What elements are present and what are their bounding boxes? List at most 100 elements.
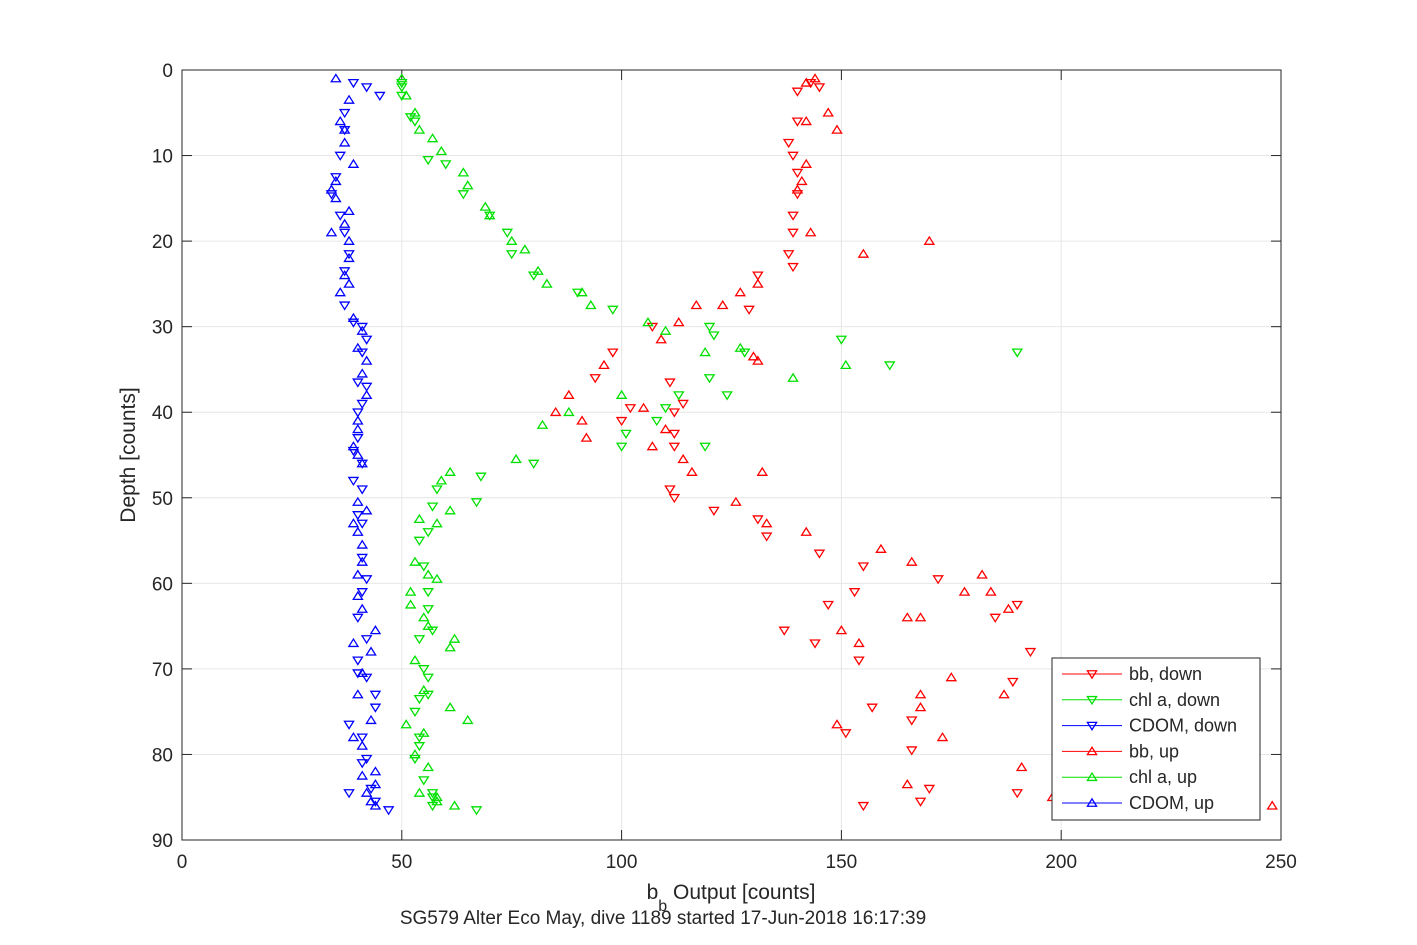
data-point-cdom-down <box>343 789 355 799</box>
x-axis-ticks: 0 50 100 150 200 250 <box>177 70 1297 873</box>
data-point-bb-up <box>752 355 764 365</box>
data-point-chl-a-down <box>650 416 663 427</box>
data-point-bb-down <box>804 78 817 89</box>
legend-label-bb-down: bb, down <box>1129 664 1202 684</box>
data-point-chl-a-down <box>409 117 421 127</box>
data-point-bb-down <box>708 506 720 516</box>
data-point-cdom-down <box>352 669 364 679</box>
data-point-cdom-down <box>325 190 338 200</box>
data-point-bb-up <box>760 518 773 528</box>
data-point-cdom-down <box>352 511 364 521</box>
legend-label-bb-up: bb, up <box>1129 741 1179 761</box>
data-point-bb-up <box>804 227 817 237</box>
data-point-chl-a-up <box>431 796 443 806</box>
data-point-bb-down <box>589 374 601 384</box>
legend-marker-cdom-down <box>1086 721 1098 731</box>
data-point-chl-a-up <box>409 749 421 759</box>
data-point-cdom-up <box>352 496 364 506</box>
data-point-bb-up <box>659 423 672 434</box>
data-point-chl-a-up <box>431 791 443 802</box>
data-point-bb-down <box>840 729 852 739</box>
data-point-chl-a-down <box>409 707 421 718</box>
data-point-cdom-down <box>352 613 364 623</box>
data-point-bb-up <box>914 702 927 712</box>
data-point-chl-a-down <box>418 665 430 675</box>
data-point-cdom-down <box>356 733 369 743</box>
data-point-bb-down <box>866 703 878 713</box>
data-point-bb-up <box>923 235 936 245</box>
data-point-bb-down <box>1011 600 1024 611</box>
data-point-bb-up <box>637 402 650 412</box>
data-point-cdom-up <box>360 787 373 797</box>
data-point-cdom-down <box>338 267 351 277</box>
data-point-cdom-down <box>352 378 364 388</box>
data-point-chl-a-up <box>422 761 434 772</box>
data-point-cdom-up <box>356 539 369 549</box>
data-point-cdom-up <box>330 192 342 203</box>
data-point-chl-a-down <box>422 528 434 538</box>
data-point-bb-up <box>831 124 843 134</box>
data-point-chl-a-down <box>475 472 487 482</box>
data-point-bb-down <box>932 575 944 585</box>
data-point-bb-down <box>615 416 628 427</box>
data-point-chl-a-up <box>422 569 434 579</box>
data-point-bb-up <box>800 158 813 168</box>
data-point-cdom-up <box>360 389 373 399</box>
data-point-chl-a-up <box>576 287 588 297</box>
data-point-chl-a-up <box>519 244 531 254</box>
data-point-chl-a-up <box>418 684 430 695</box>
data-point-chl-a-down <box>721 391 733 401</box>
data-point-cdom-up <box>347 441 360 451</box>
data-point-cdom-down <box>360 335 373 345</box>
data-point-bb-down <box>809 639 821 649</box>
data-point-chl-a-down <box>396 83 408 93</box>
data-point-bb-up <box>1266 800 1278 810</box>
data-point-bb-up <box>576 415 588 425</box>
data-point-chl-a-down <box>883 361 896 371</box>
data-point-bb-up <box>901 612 914 622</box>
data-point-cdom-up <box>325 227 338 237</box>
data-point-bb-down <box>848 588 861 598</box>
data-point-chl-a-up <box>461 714 474 725</box>
data-point-cdom-up <box>356 458 369 468</box>
data-point-chl-a-down <box>470 806 483 816</box>
data-point-chl-a-up <box>418 612 430 622</box>
data-point-cdom-up <box>334 287 347 297</box>
x-axis-label-rest: Output [counts] <box>667 881 815 904</box>
data-point-cdom-down <box>369 797 382 807</box>
data-point-bb-down <box>905 746 918 756</box>
data-point-cdom-up <box>356 667 369 678</box>
data-point-cdom-up <box>369 766 382 776</box>
data-point-bb-up <box>730 496 742 506</box>
data-point-cdom-down <box>356 588 369 598</box>
y-tick-label: 20 <box>152 232 173 253</box>
data-point-chl-a-up <box>483 210 496 220</box>
y-tick-label: 40 <box>152 403 173 424</box>
data-point-chl-a-up <box>585 299 597 310</box>
y-axis-ticks: 0 10 20 30 40 50 60 70 80 90 <box>152 61 1281 852</box>
data-point-chl-a-up <box>404 586 417 596</box>
data-point-chl-a-up <box>435 475 448 485</box>
data-point-cdom-down <box>338 228 351 238</box>
data-point-bb-up <box>976 569 988 579</box>
x-tick-label: 100 <box>606 852 638 873</box>
data-point-chl-a-up <box>422 620 434 630</box>
data-point-bb-up <box>672 317 685 327</box>
data-point-bb-down <box>752 515 764 525</box>
data-point-chl-a-down <box>413 742 426 752</box>
data-point-cdom-down <box>338 108 351 119</box>
data-point-chl-a-down <box>708 331 720 341</box>
data-point-chl-a-up <box>409 654 421 665</box>
data-point-cdom-down <box>360 382 373 392</box>
data-point-chl-a-down <box>422 673 434 683</box>
data-point-bb-down <box>822 600 834 611</box>
y-axis-label: Depth [counts] <box>117 387 140 522</box>
data-point-bb-up <box>655 334 667 344</box>
data-point-chl-a-down <box>418 562 430 572</box>
data-point-cdom-down <box>334 151 347 161</box>
data-point-chl-a-up <box>426 133 439 143</box>
x-tick-label: 200 <box>1045 852 1077 873</box>
data-point-cdom-up <box>338 137 351 147</box>
data-point-bb-down <box>791 190 804 200</box>
